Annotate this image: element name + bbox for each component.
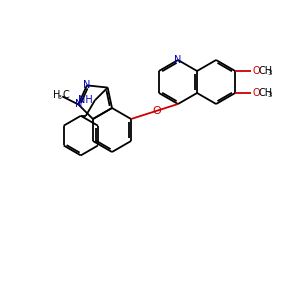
Text: O: O: [252, 88, 260, 98]
Text: N: N: [174, 55, 182, 65]
Text: O: O: [252, 66, 260, 76]
Text: N: N: [75, 100, 82, 110]
Text: CH: CH: [258, 66, 272, 76]
Text: N: N: [83, 80, 91, 90]
Text: O: O: [152, 106, 161, 116]
Text: 3: 3: [267, 92, 272, 98]
Text: CH: CH: [258, 88, 272, 98]
Text: 3: 3: [267, 70, 272, 76]
Text: 3: 3: [57, 95, 61, 100]
Text: H: H: [53, 90, 60, 100]
Text: C: C: [62, 90, 69, 100]
Text: NH: NH: [78, 95, 93, 105]
